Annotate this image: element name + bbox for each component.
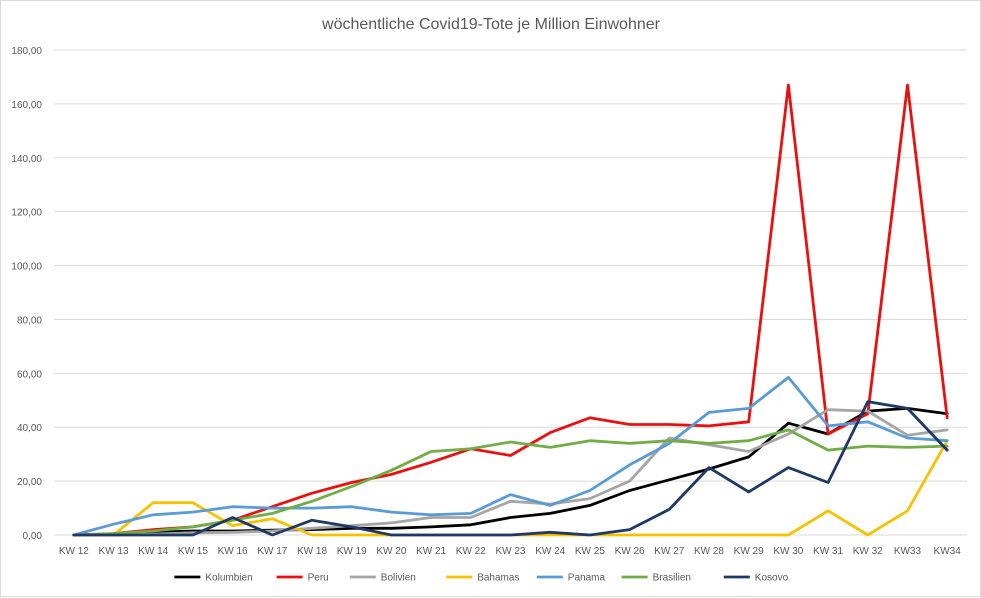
grid-layer: [54, 49, 967, 536]
legend-item: Bahamas: [446, 573, 519, 584]
legend-label: Bolivien: [381, 573, 416, 584]
y-tick-label: 0,00: [23, 531, 43, 542]
x-tick-label: KW 27: [654, 546, 684, 557]
series-layer: [72, 83, 949, 537]
x-tick-label: KW33: [894, 546, 922, 557]
legend-item: Panama: [536, 573, 606, 584]
x-tick-label: KW 19: [337, 546, 367, 557]
x-tick-label: KW 13: [99, 546, 129, 557]
x-tick-label: KW 18: [297, 546, 327, 557]
y-tick-label: 40,00: [17, 423, 42, 434]
x-tick-label: KW 21: [416, 546, 446, 557]
legend-label: Kosovo: [755, 573, 789, 584]
x-axis-ticks: KW 12 KW 13 KW 14 KW 15 KW 16 KW 17 KW 18 KW 19…: [59, 546, 961, 557]
legend-item: Bolivien: [349, 573, 416, 584]
x-tick-label: KW 22: [456, 546, 486, 557]
x-tick-label: KW 16: [218, 546, 248, 557]
legend-label: Bahamas: [477, 573, 519, 584]
legend-label: Panama: [568, 573, 606, 584]
legend-item: Kosovo: [723, 573, 789, 584]
x-tick-label: KW 29: [734, 546, 764, 557]
x-tick-label: KW 26: [615, 546, 645, 557]
y-tick-label: 140,00: [11, 154, 42, 165]
series-line-peru: [72, 83, 949, 537]
legend-item: Brasilien: [621, 573, 691, 584]
y-tick-label: 60,00: [17, 369, 42, 380]
y-tick-label: 160,00: [11, 100, 42, 111]
legend: Kolumbien Peru Bolivien Bahamas Panama Brasil…: [174, 573, 789, 584]
y-tick-label: 20,00: [17, 477, 42, 488]
x-tick-label: KW 25: [575, 546, 605, 557]
x-tick-label: KW 31: [813, 546, 843, 557]
legend-label: Brasilien: [653, 573, 691, 584]
y-tick-label: 180,00: [11, 46, 42, 57]
series-line-bolivien: [72, 408, 949, 537]
x-tick-label: KW 24: [535, 546, 565, 557]
series-line-kosovo: [72, 400, 949, 537]
x-tick-label: KW 15: [178, 546, 208, 557]
legend-label: Kolumbien: [205, 573, 252, 584]
x-tick-label: KW 12: [59, 546, 89, 557]
y-tick-label: 100,00: [11, 262, 42, 273]
x-tick-label: KW 20: [376, 546, 406, 557]
x-tick-label: KW 17: [257, 546, 287, 557]
legend-label: Peru: [308, 573, 329, 584]
y-tick-label: 80,00: [17, 315, 42, 326]
series-line-panama: [72, 375, 949, 537]
x-tick-label: KW 14: [138, 546, 168, 557]
x-tick-label: KW 28: [694, 546, 724, 557]
chart-title: wöchentliche Covid19-Tote je Million Ein…: [321, 16, 661, 33]
legend-item: Kolumbien: [174, 573, 253, 584]
x-tick-label: KW34: [934, 546, 962, 557]
legend-item: Peru: [276, 573, 329, 584]
y-axis-ticks: 0,00 20,00 40,00 60,00 80,00 100,00 120,00 140,…: [11, 46, 42, 542]
x-tick-label: KW 32: [853, 546, 883, 557]
x-tick-label: KW 30: [773, 546, 803, 557]
x-tick-label: KW 23: [495, 546, 525, 557]
y-tick-label: 120,00: [11, 208, 42, 219]
